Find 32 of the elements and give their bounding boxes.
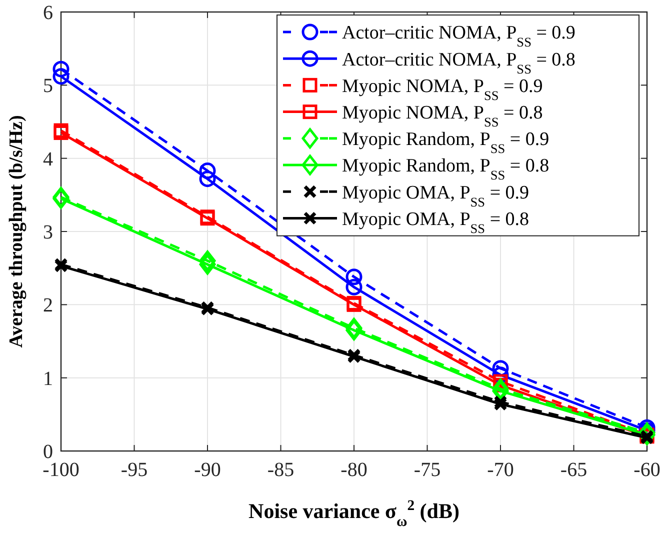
legend-label: Actor–critic NOMA, P$_{SS}$ = 0.8 <box>342 49 576 76</box>
y-tick-label: 1 <box>43 368 53 390</box>
point <box>199 162 216 180</box>
legend-label: Myopic OMA, P$_{SS}$ = 0.8 <box>342 208 530 236</box>
x-tick-label: -65 <box>560 459 588 481</box>
legend-label: Actor–critic NOMA, P$_{SS}$ = 0.9 <box>342 22 576 50</box>
x-tick-label: -90 <box>194 459 221 481</box>
y-tick-label: 5 <box>43 75 53 98</box>
point <box>52 60 70 78</box>
legend-label: Myopic OMA, P$_{SS}$ = 0.9 <box>342 182 530 209</box>
legend-label: Myopic Random, P$_{SS}$ = 0.9 <box>342 129 550 156</box>
y-tick-label: 6 <box>43 2 53 24</box>
x-tick-label: -75 <box>414 459 441 481</box>
y-tick-label: 2 <box>43 294 53 317</box>
point <box>52 68 70 85</box>
legend-label: Myopic NOMA, P$_{SS}$ = 0.9 <box>342 76 543 102</box>
x-tick-label: -85 <box>267 459 294 481</box>
x-axis-title: Noise variance σ$_{ω}$$^{2}$ (dB) <box>248 498 460 530</box>
x-tick-label: -80 <box>340 459 368 481</box>
point <box>199 254 216 275</box>
point <box>199 170 216 188</box>
point <box>199 250 216 272</box>
point <box>346 268 362 286</box>
x-tick-label: -60 <box>634 459 660 481</box>
y-tick-label: 3 <box>43 222 53 244</box>
point <box>346 278 362 296</box>
legend-label: Myopic Random, P$_{SS}$ = 0.8 <box>342 156 550 182</box>
legend-label: Myopic NOMA, P$_{SS}$ = 0.8 <box>342 102 543 129</box>
y-axis-title: Average throughput (b/s/Hz) <box>6 115 27 348</box>
y-tick-label: 4 <box>43 148 53 170</box>
x-tick-label: -70 <box>487 459 514 481</box>
x-tick-label: -95 <box>120 459 148 481</box>
